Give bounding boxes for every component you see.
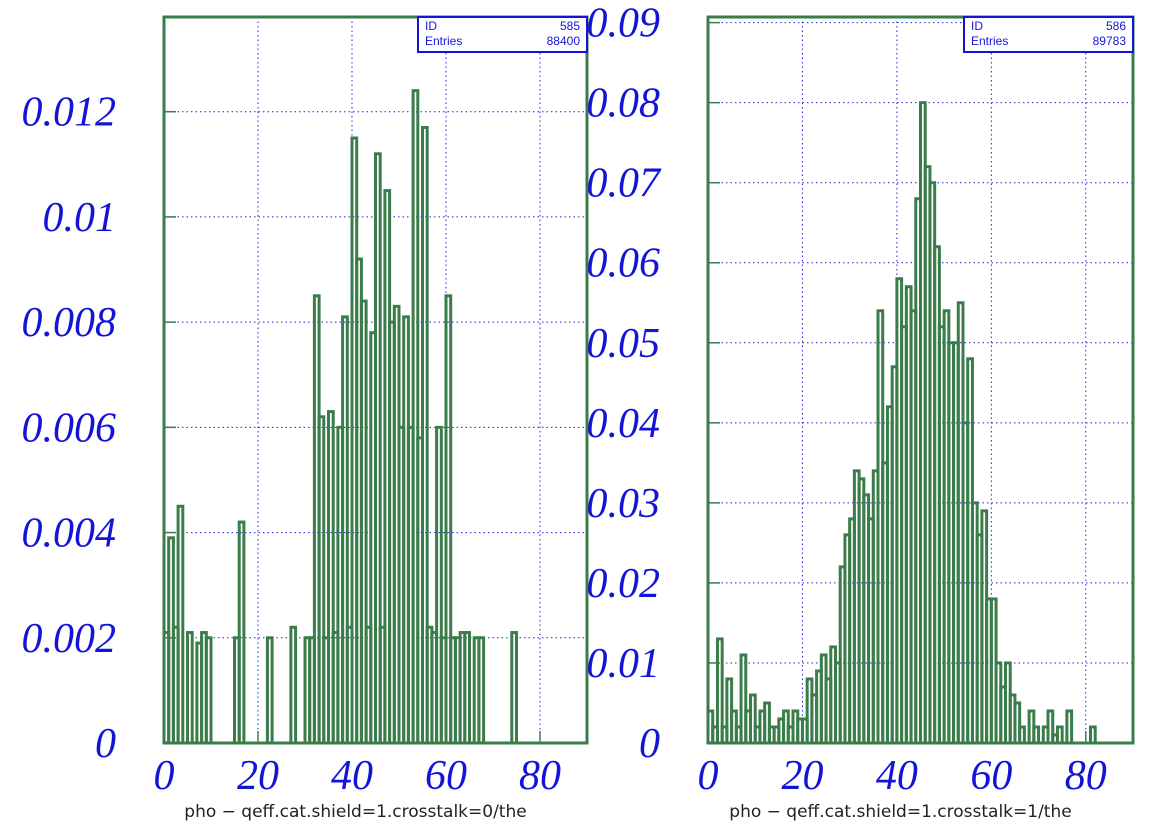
- y-tick-label: 0.06: [587, 241, 661, 287]
- x-tick-label: 20: [781, 753, 823, 799]
- y-tick-label: 0.004: [22, 511, 117, 557]
- y-tick-label: 0.07: [587, 161, 663, 207]
- stats-label: ID: [425, 19, 437, 33]
- stats-value: 585: [560, 19, 580, 33]
- bar: [265, 636, 274, 745]
- x-axis-label: pho − qeff.cat.shield=1.crosstalk=0/the: [184, 802, 526, 822]
- stats-label: Entries: [971, 34, 1008, 48]
- bar: [204, 636, 213, 745]
- y-tick-label: 0.08: [587, 81, 661, 127]
- y-tick-label: 0.04: [587, 401, 661, 447]
- stats-box: [417, 16, 588, 53]
- bar: [463, 631, 471, 745]
- x-tick-label: 40: [876, 753, 918, 799]
- bar: [176, 504, 185, 745]
- stats-value: 586: [1106, 19, 1126, 33]
- x-axis-label: pho − qeff.cat.shield=1.crosstalk=1/the: [729, 802, 1071, 822]
- plot-frame: [706, 15, 1135, 745]
- bar: [1032, 725, 1041, 745]
- stats-value: 89783: [1093, 34, 1127, 48]
- y-tick-label: 0.01: [587, 641, 661, 687]
- x-tick-label: 0: [154, 753, 175, 799]
- y-tick-label: 0.012: [22, 90, 117, 136]
- bar: [289, 625, 298, 745]
- y-tick-label: 0.006: [22, 405, 117, 451]
- x-tick-label: 40: [331, 753, 373, 799]
- x-tick-label: 60: [425, 753, 467, 799]
- x-tick-label: 60: [970, 753, 1012, 799]
- y-tick-label: 0.02: [587, 561, 661, 607]
- y-tick-label: 0.01: [43, 195, 117, 241]
- x-tick-label: 80: [519, 753, 561, 799]
- y-tick-label: 0.008: [22, 300, 117, 346]
- bar: [1055, 725, 1064, 745]
- bar: [237, 520, 246, 745]
- stats-label: ID: [971, 19, 983, 33]
- bar: [510, 631, 518, 745]
- y-tick-label: 0.03: [587, 481, 661, 527]
- y-tick-label: 0.09: [587, 1, 661, 47]
- x-tick-label: 0: [698, 753, 719, 799]
- stats-label: Entries: [425, 34, 462, 48]
- plot-frame: [162, 15, 589, 745]
- y-tick-label: 0: [95, 721, 116, 767]
- bar: [1065, 709, 1074, 745]
- bar: [477, 636, 486, 745]
- bar: [1018, 725, 1026, 745]
- stats-box: [963, 16, 1134, 53]
- x-tick-label: 80: [1065, 753, 1107, 799]
- y-tick-label: 0.05: [587, 321, 661, 367]
- x-tick-label: 20: [237, 753, 279, 799]
- y-tick-label: 0: [639, 721, 660, 767]
- bar: [1089, 725, 1097, 745]
- bar: [186, 631, 194, 745]
- y-tick-label: 0.002: [22, 616, 117, 662]
- stats-value: 88400: [547, 34, 581, 48]
